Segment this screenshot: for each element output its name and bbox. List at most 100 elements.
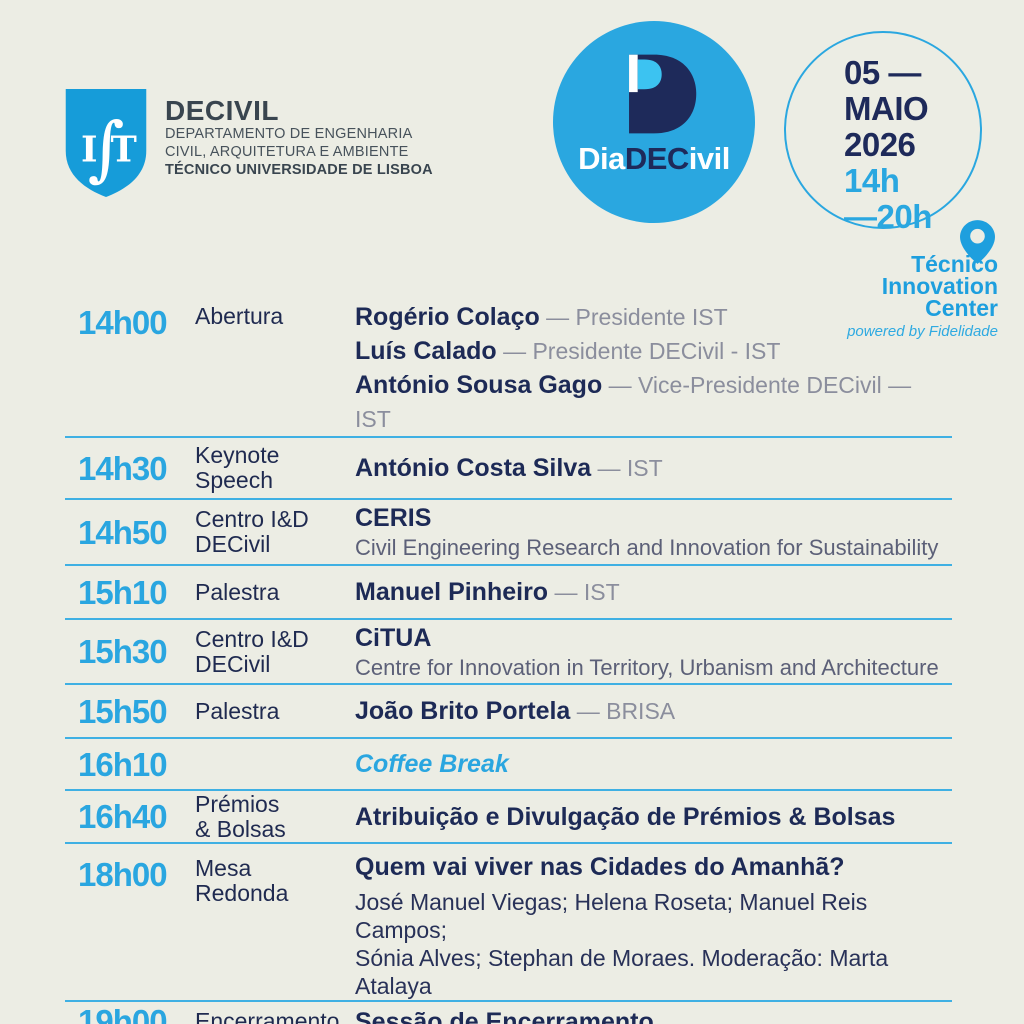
session-category-line: DECivil: [195, 531, 271, 557]
event-name-dia: Dia: [578, 141, 625, 176]
speaker-line: Luís Calado — Presidente DECivil - IST: [355, 334, 952, 368]
speaker-role: — BRISA: [570, 698, 676, 724]
speaker-name: João Brito Portela: [355, 697, 571, 725]
org-name: CiTUA: [355, 623, 432, 652]
session-description: CERIS Civil Engineering Research and Inno…: [355, 503, 952, 561]
session-category: Mesa Redonda: [195, 852, 355, 906]
session-category-line: Redonda: [195, 880, 289, 906]
session-category-line: & Bolsas: [195, 815, 286, 842]
session-category: Palestra: [195, 578, 355, 605]
event-logo-name: DiaDECivil: [578, 141, 730, 177]
department-block: DECIVIL DEPARTAMENTO DE ENGENHARIA CIVIL…: [165, 97, 433, 179]
session-category-line: Speech: [195, 467, 274, 493]
session-category-line: Centro I&D: [195, 506, 309, 532]
svg-text:∫: ∫: [88, 106, 125, 189]
venue-block: Técnico Innovation Center powered by Fid…: [847, 251, 998, 341]
schedule: 14h00 Abertura Rogério Colaço — Presidente…: [65, 292, 952, 1024]
session-category: Centro I&D DECivil: [195, 507, 355, 557]
schedule-row: 16h40 Prémios & Bolsas Atribuição e Divulga…: [65, 791, 952, 844]
session-time: 15h50: [78, 692, 168, 730]
session-title: Quem vai viver nas Cidades do Amanhã?: [355, 853, 845, 881]
speaker-name: Luís Calado: [355, 337, 497, 365]
session-time: 16h40: [78, 798, 168, 835]
session-title: Sessão de Encerramento: [355, 1007, 654, 1024]
speaker-name: António Sousa Gago: [355, 371, 603, 399]
session-time: 15h10: [78, 573, 168, 611]
org-name: CERIS: [355, 504, 432, 532]
schedule-row: 15h10 Palestra Manuel Pinheiro — IST: [65, 566, 952, 620]
session-time: 19h00: [78, 1003, 168, 1024]
speaker-line: João Brito Portela — BRISA: [355, 694, 952, 728]
schedule-row: 18h00 Mesa Redonda Quem vai viver nas Cidad…: [65, 844, 952, 1002]
event-logo-badge: DiaDECivil: [553, 21, 755, 223]
session-category-line: Abertura: [195, 303, 284, 329]
speaker-role: — Vice-Presidente DECivil — IST: [355, 372, 912, 432]
schedule-row: 14h30 Keynote Speech António Costa Silva — …: [65, 438, 952, 500]
session-category: Palestra: [195, 697, 355, 724]
session-category: Encerramento: [195, 1009, 355, 1024]
venue-line-2: Innovation: [881, 273, 998, 299]
speaker-role: — IST: [591, 455, 663, 481]
schedule-row: 19h00 Encerramento Sessão de Encerramento: [65, 1002, 952, 1024]
schedule-row: 15h30 Centro I&D DECivil CiTUA Centre for In…: [65, 620, 952, 685]
svg-text:I: I: [81, 130, 98, 171]
date-day: 05 —: [844, 54, 921, 91]
venue-line-3: Center: [925, 295, 998, 321]
session-description: Atribuição e Divulgação de Prémios & Bol…: [355, 802, 952, 832]
department-line-1: DEPARTAMENTO DE ENGENHARIA: [165, 126, 413, 142]
session-description: Quem vai viver nas Cidades do Amanhã? Jos…: [355, 852, 952, 1000]
department-line-2: CIVIL, ARQUITETURA E AMBIENTE: [165, 143, 409, 160]
svg-text:T: T: [111, 130, 137, 171]
university-name: TÉCNICO UNIVERSIDADE DE LISBOA: [165, 162, 433, 178]
session-category: Keynote Speech: [195, 443, 355, 493]
speaker-name: António Costa Silva: [355, 454, 592, 482]
schedule-row: 16h10 Coffee Break: [65, 739, 952, 791]
session-description: Coffee Break: [355, 750, 952, 779]
schedule-row: 14h00 Abertura Rogério Colaço — Presidente…: [65, 292, 952, 438]
session-time: 14h50: [78, 513, 168, 551]
date-badge: 05 — MAIO 2026 14h —20h: [784, 31, 982, 235]
location-pin-icon: [960, 220, 995, 264]
speaker-role: — IST: [548, 579, 620, 605]
venue-line-1: Técnico: [911, 251, 998, 277]
session-description: Manuel Pinheiro — IST: [355, 575, 952, 609]
session-category-line: Palestra: [195, 697, 280, 724]
time-start: 14h: [844, 162, 900, 199]
session-time: 18h00: [78, 856, 168, 893]
session-description: CiTUA Centre for Innovation in Territory,…: [355, 623, 952, 681]
session-participants: José Manuel Viegas; Helena Roseta; Manue…: [355, 889, 868, 943]
venue-powered-by: powered by Fidelidade: [847, 323, 998, 340]
ist-shield-icon: I ∫ T: [65, 88, 147, 198]
session-time: 15h30: [78, 633, 168, 670]
break-label: Coffee Break: [355, 749, 509, 778]
session-description: Rogério Colaço — Presidente IST Luís Cala…: [355, 300, 952, 436]
org-description: Centre for Innovation in Territory, Urba…: [355, 654, 939, 680]
date-month: MAIO: [844, 90, 929, 127]
session-category-line: Encerramento: [195, 1008, 340, 1024]
session-description: João Brito Portela — BRISA: [355, 694, 952, 728]
time-end: —20h: [844, 198, 932, 235]
session-category-line: DECivil: [195, 650, 271, 677]
speaker-line: António Costa Silva — IST: [355, 451, 952, 485]
session-category-line: Prémios: [195, 790, 280, 817]
session-category: Centro I&D DECivil: [195, 625, 355, 677]
speaker-line: Manuel Pinheiro — IST: [355, 575, 952, 609]
session-title: Atribuição e Divulgação de Prémios & Bol…: [355, 802, 896, 831]
session-participants: Sónia Alves; Stephan de Moraes. Moderaçã…: [355, 945, 889, 999]
speaker-name: Manuel Pinheiro: [355, 578, 549, 606]
speaker-role: — Presidente DECivil - IST: [496, 338, 781, 364]
session-category: Prémios & Bolsas: [195, 790, 355, 842]
speaker-role: — Presidente IST: [539, 304, 728, 330]
session-category-line: Palestra: [195, 578, 280, 605]
session-description: Sessão de Encerramento: [355, 1007, 952, 1024]
session-time: 16h10: [78, 745, 168, 783]
session-time: 14h30: [78, 449, 168, 487]
session-category-line: Centro I&D: [195, 625, 309, 652]
schedule-row: 14h50 Centro I&D DECivil CERIS Civil Enginee…: [65, 500, 952, 566]
session-category-line: Mesa: [195, 855, 252, 881]
session-description: António Costa Silva — IST: [355, 451, 952, 485]
department-name: DECIVIL: [165, 95, 279, 126]
date-year: 2026: [844, 126, 916, 163]
speaker-line: Rogério Colaço — Presidente IST: [355, 300, 952, 334]
